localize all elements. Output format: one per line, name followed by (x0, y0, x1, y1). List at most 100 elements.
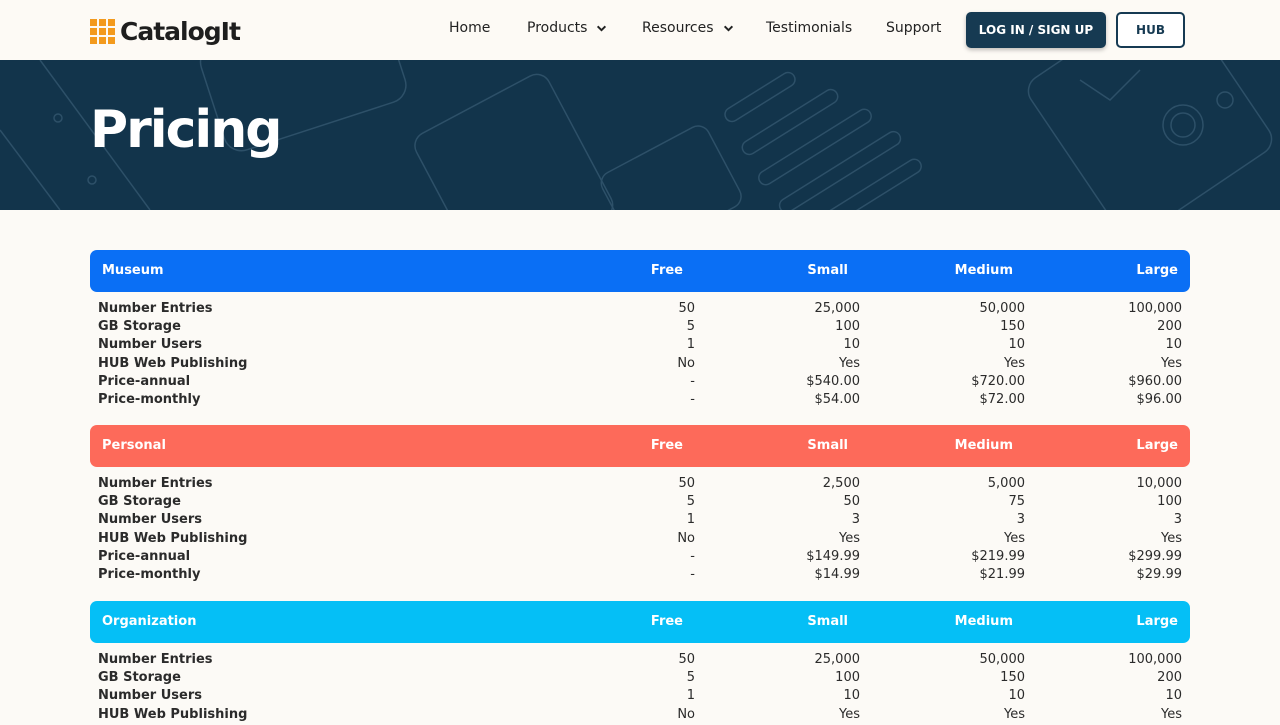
cell-medium: $219.99 (971, 548, 1025, 564)
cell-medium: $72.00 (979, 391, 1026, 407)
cell-large: 10 (1165, 337, 1182, 353)
cell-large: 10,000 (1136, 476, 1183, 491)
table-row: HUB Web Publishing No Yes Yes Yes (90, 707, 1190, 725)
cell-medium: $720.00 (971, 373, 1025, 389)
cell-small: $149.99 (806, 548, 860, 564)
cell-free: No (677, 706, 695, 722)
cell-small: 25,000 (814, 301, 861, 316)
row-label: GB Storage (98, 319, 181, 335)
cell-large: Yes (1161, 355, 1182, 371)
column-free: Free (650, 438, 683, 453)
cell-medium: 150 (1000, 319, 1025, 335)
table-body: Number Entries 50 2,500 5,000 10,000 GB Stor… (90, 467, 1190, 585)
cell-small: $14.99 (814, 566, 861, 582)
column-small: Small (807, 614, 848, 629)
cell-small: $540.00 (806, 373, 860, 389)
cell-free: 5 (686, 494, 695, 510)
row-label: HUB Web Publishing (98, 706, 248, 722)
cell-medium: 10 (1008, 688, 1025, 704)
cell-free: 1 (686, 512, 695, 528)
cell-free: 50 (678, 652, 695, 667)
plan-name: Personal (102, 438, 166, 453)
table-row: Price-annual - $149.99 $219.99 $299.99 (90, 549, 1190, 567)
cell-medium: $21.99 (979, 566, 1026, 582)
museum-pricing-table: Museum Free Small Medium Large Number En… (90, 250, 1190, 410)
cell-free: - (690, 548, 695, 564)
row-label: Price-annual (98, 548, 191, 564)
row-label: Number Entries (98, 301, 213, 316)
table-row: Number Users 1 3 3 3 (90, 512, 1190, 530)
table-header: Museum Free Small Medium Large (90, 250, 1190, 292)
cell-small: 3 (851, 512, 860, 528)
table-row: GB Storage 5 100 150 200 (90, 670, 1190, 688)
cell-free: 1 (686, 337, 695, 353)
cell-large: 200 (1157, 670, 1182, 686)
personal-pricing-table: Personal Free Small Medium Large Number … (90, 425, 1190, 585)
cell-large: $29.99 (1136, 566, 1183, 582)
cell-free: - (690, 566, 695, 582)
cell-large: $299.99 (1128, 548, 1182, 564)
cell-medium: Yes (1004, 706, 1025, 722)
cell-small: Yes (839, 706, 860, 722)
cell-small: 10 (843, 688, 860, 704)
table-row: Price-monthly - $54.00 $72.00 $96.00 (90, 392, 1190, 410)
pricing-hero-banner: Pricing (0, 60, 1280, 210)
cell-free: - (690, 391, 695, 407)
row-label: Price-monthly (98, 391, 201, 407)
table-row: GB Storage 5 100 150 200 (90, 319, 1190, 337)
column-small: Small (807, 438, 848, 453)
column-large: Large (1136, 614, 1178, 629)
nav-products[interactable]: Products (527, 20, 607, 36)
plan-name: Museum (102, 263, 164, 278)
cell-medium: Yes (1004, 530, 1025, 546)
logo-text: CatalogIt (120, 16, 241, 46)
cell-medium: 3 (1016, 512, 1025, 528)
cell-free: 5 (686, 670, 695, 686)
column-small: Small (807, 263, 848, 278)
nav-resources-label: Resources (642, 20, 714, 36)
cell-small: 100 (835, 670, 860, 686)
column-medium: Medium (954, 438, 1013, 453)
row-label: Number Users (98, 688, 202, 704)
nav-home[interactable]: Home (449, 20, 490, 36)
cell-large: 10 (1165, 688, 1182, 704)
row-label: Price-monthly (98, 566, 201, 582)
cell-large: 100,000 (1128, 652, 1182, 667)
column-free: Free (650, 614, 683, 629)
table-body: Number Entries 50 25,000 50,000 100,000 GB S… (90, 292, 1190, 410)
table-row: HUB Web Publishing No Yes Yes Yes (90, 356, 1190, 374)
cell-large: Yes (1161, 706, 1182, 722)
cell-large: 200 (1157, 319, 1182, 335)
nav-products-label: Products (527, 20, 588, 36)
cell-large: $96.00 (1136, 391, 1183, 407)
login-signup-button[interactable]: LOG IN / SIGN UP (966, 12, 1106, 48)
row-label: Number Users (98, 512, 202, 528)
plan-name: Organization (102, 614, 197, 629)
table-row: Number Entries 50 25,000 50,000 100,000 (90, 652, 1190, 670)
nav-support[interactable]: Support (886, 20, 941, 36)
nav-resources[interactable]: Resources (642, 20, 734, 36)
column-medium: Medium (954, 614, 1013, 629)
row-label: Number Entries (98, 652, 213, 667)
logo-grid-icon (90, 18, 115, 44)
nav-home-label: Home (449, 20, 491, 36)
cell-medium: 50,000 (979, 652, 1026, 667)
cell-medium: Yes (1004, 355, 1025, 371)
column-large: Large (1136, 263, 1178, 278)
nav-testimonials[interactable]: Testimonials (766, 20, 852, 36)
catalogit-logo[interactable]: CatalogIt (90, 16, 241, 46)
table-header: Personal Free Small Medium Large (90, 425, 1190, 467)
cell-small: 25,000 (814, 652, 861, 667)
top-navigation-bar: CatalogIt Home Products Resources Testim… (0, 0, 1280, 60)
table-row: Number Entries 50 2,500 5,000 10,000 (90, 476, 1190, 494)
column-free: Free (650, 263, 683, 278)
table-header: Organization Free Small Medium Large (90, 601, 1190, 643)
table-row: Price-annual - $540.00 $720.00 $960.00 (90, 374, 1190, 392)
cell-small: 2,500 (822, 476, 860, 491)
cell-free: No (677, 530, 695, 546)
cell-free: 50 (678, 301, 695, 316)
hub-button[interactable]: HUB (1116, 12, 1185, 48)
row-label: GB Storage (98, 494, 181, 510)
cell-large: 100 (1157, 494, 1182, 510)
cell-free: - (690, 373, 695, 389)
